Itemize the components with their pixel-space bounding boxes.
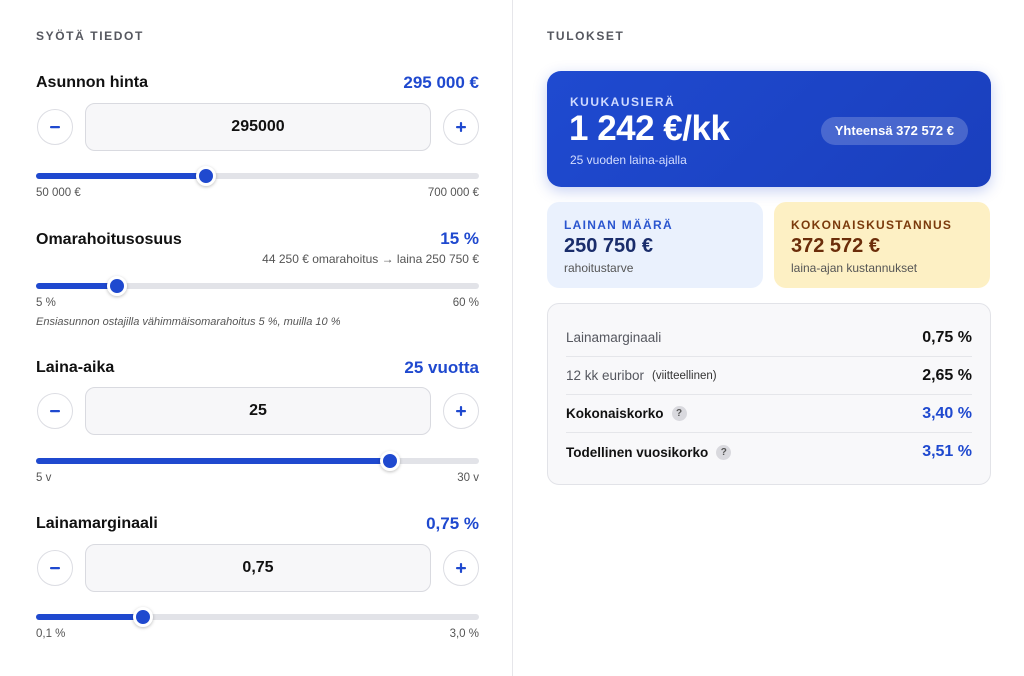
rate-row-effective-rate: Todellinen vuosikorko ? 3,51 %	[566, 433, 972, 471]
term-input[interactable]	[85, 387, 431, 435]
downpayment-max-label: 60 %	[452, 297, 479, 309]
plus-icon	[456, 563, 466, 573]
term-label: Laina-aika	[36, 359, 115, 376]
slider-thumb[interactable]	[133, 607, 153, 627]
rate-label: Kokonaiskorko	[566, 406, 664, 421]
rate-label: Todellinen vuosikorko	[566, 444, 709, 460]
rate-label: Lainamarginaali	[566, 330, 662, 345]
monthly-payment-card: KUUKAUSIERÄ 1 242 €/kk 25 vuoden laina-a…	[547, 71, 991, 187]
loan-amount-card: LAINAN MÄÄRÄ 250 750 € rahoitustarve	[547, 202, 763, 288]
downpayment-min-label: 5 %	[36, 297, 56, 309]
slider-fill	[36, 173, 206, 179]
minus-icon	[50, 567, 60, 570]
margin-decrease-button[interactable]	[37, 550, 73, 586]
panel-divider	[512, 0, 513, 676]
term-increase-button[interactable]	[443, 393, 479, 429]
price-increase-button[interactable]	[443, 109, 479, 145]
margin-input[interactable]	[85, 544, 431, 592]
question-icon[interactable]: ?	[716, 444, 732, 460]
loan-amount-value: 250 750 €	[564, 235, 653, 257]
term-max-label: 30 v	[457, 472, 479, 484]
rate-label-group: Todellinen vuosikorko ?	[566, 444, 732, 460]
slider-track	[36, 283, 479, 289]
downpayment-note: 44 250 € omarahoitus → laina 250 750 €	[262, 252, 479, 266]
rate-value: 3,40 %	[922, 404, 972, 422]
rate-row-total-interest: Kokonaiskorko ? 3,40 %	[566, 395, 972, 433]
question-icon[interactable]: ?	[671, 406, 687, 421]
price-min-label: 50 000 €	[36, 187, 81, 199]
rate-label-group: Kokonaiskorko ?	[566, 406, 687, 421]
minus-icon	[50, 126, 60, 129]
interest-rates-card: Lainamarginaali 0,75 % 12 kk euribor (vi…	[547, 303, 991, 485]
total-cost-label: KOKONAISKUSTANNUS	[791, 218, 953, 232]
downpayment-slider[interactable]	[36, 276, 479, 296]
total-cost-sub: laina-ajan kustannukset	[791, 261, 918, 275]
minus-icon	[50, 410, 60, 413]
term-value: 25 vuotta	[404, 358, 479, 377]
rate-label: 12 kk euribor	[566, 368, 645, 383]
total-cost-value: 372 572 €	[791, 235, 880, 257]
total-cost-badge: Yhteensä 372 572 €	[820, 117, 968, 145]
rate-value: 0,75 %	[922, 328, 972, 346]
rate-row-margin: Lainamarginaali 0,75 %	[566, 319, 972, 357]
margin-label: Lainamarginaali	[36, 515, 158, 532]
monthly-payment-sub: 25 vuoden laina-ajalla	[570, 153, 687, 167]
loan-amount-sub: rahoitustarve	[564, 261, 634, 275]
slider-track	[36, 614, 479, 620]
rate-value: 2,65 %	[922, 366, 972, 384]
margin-max-label: 3,0 %	[449, 628, 479, 640]
margin-slider[interactable]	[36, 607, 479, 627]
slider-thumb[interactable]	[107, 276, 127, 296]
input-panel: SYÖTÄ TIEDOT Asunnon hinta 295 000 € 50 …	[36, 29, 479, 640]
margin-min-label: 0,1 %	[36, 628, 66, 640]
price-decrease-button[interactable]	[37, 109, 73, 145]
term-decrease-button[interactable]	[37, 393, 73, 429]
downpayment-label: Omarahoitusosuus	[36, 231, 182, 248]
rate-value: 3,51 %	[922, 443, 972, 460]
rate-note: (viitteellinen)	[652, 369, 717, 382]
price-label: Asunnon hinta	[36, 74, 148, 91]
results-section-title: TULOKSET	[547, 29, 625, 43]
slider-track	[36, 173, 479, 179]
rate-label-group: 12 kk euribor (viitteellinen)	[566, 368, 717, 383]
monthly-payment-label: KUUKAUSIERÄ	[570, 95, 676, 109]
slider-fill	[36, 283, 117, 289]
margin-increase-button[interactable]	[443, 550, 479, 586]
results-panel: TULOKSET KUUKAUSIERÄ 1 242 €/kk 25 vuode…	[513, 0, 1024, 676]
downpayment-hint: Ensiasunnon ostajilla vähimmäisomarahoit…	[36, 316, 341, 328]
monthly-payment-amount: 1 242 €/kk	[569, 109, 730, 148]
plus-icon	[456, 122, 466, 132]
price-input[interactable]	[85, 103, 431, 151]
slider-thumb[interactable]	[380, 451, 400, 471]
price-slider[interactable]	[36, 166, 479, 186]
term-min-label: 5 v	[36, 472, 52, 484]
slider-fill	[36, 614, 143, 620]
price-value: 295 000 €	[403, 73, 479, 92]
input-section-title: SYÖTÄ TIEDOT	[36, 29, 144, 43]
downpayment-value: 15 %	[440, 229, 479, 248]
loan-amount-label: LAINAN MÄÄRÄ	[564, 218, 673, 232]
slider-thumb[interactable]	[196, 166, 216, 186]
slider-fill	[36, 458, 390, 464]
plus-icon	[456, 406, 466, 416]
price-max-label: 700 000 €	[427, 187, 479, 199]
term-slider[interactable]	[36, 451, 479, 471]
total-cost-card: KOKONAISKUSTANNUS 372 572 € laina-ajan k…	[774, 202, 990, 288]
margin-value: 0,75 %	[426, 514, 479, 533]
rate-row-euribor: 12 kk euribor (viitteellinen) 2,65 %	[566, 357, 972, 395]
